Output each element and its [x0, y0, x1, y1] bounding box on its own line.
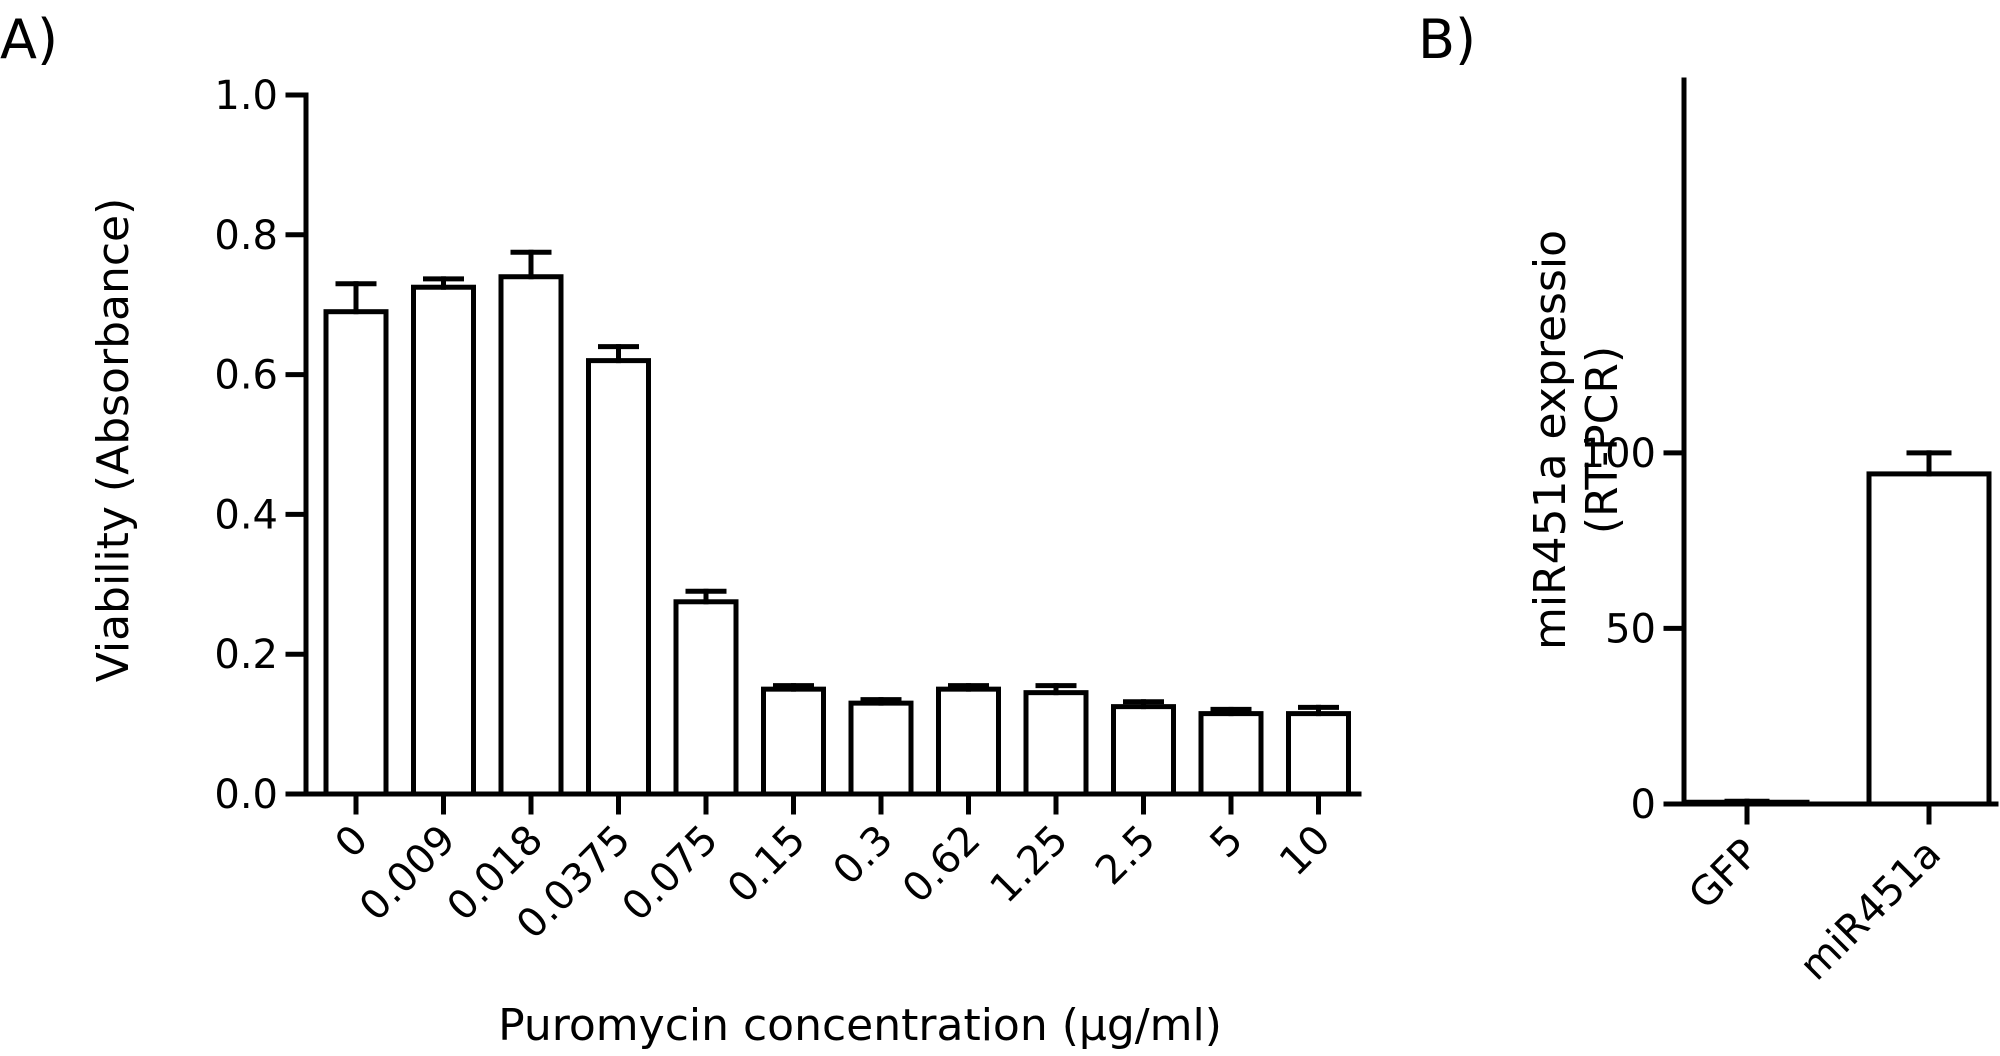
bar	[1198, 711, 1264, 797]
bar	[1023, 690, 1089, 797]
bar	[586, 358, 651, 797]
x-tick-label: 1.25	[982, 817, 1078, 913]
x-tick-label: 10	[1271, 817, 1340, 886]
x-tick-label: 0.62	[894, 817, 990, 913]
x-tick-label: GFP	[1680, 831, 1768, 919]
bar	[673, 599, 739, 797]
bar	[936, 686, 1001, 797]
panel-b-label: B)	[1418, 8, 1476, 71]
chart-b-expression: 0 50 100 GFP miR451a miR451a expressio (RT-PCR…	[1525, 77, 1999, 990]
bar	[1866, 471, 1992, 807]
y-tick-label: 0.8	[214, 213, 278, 259]
bar	[498, 274, 564, 797]
x-tick-label: 0	[327, 817, 378, 868]
x-tick-label: 2.5	[1087, 817, 1165, 895]
panel-a-label: A)	[0, 8, 58, 71]
bar	[848, 700, 914, 797]
x-tick-label: 0.009	[351, 817, 465, 931]
y-axis-title-line2: (RT-PCR)	[1577, 346, 1628, 534]
y-tick-label: 1.0	[214, 73, 278, 119]
bar	[323, 309, 389, 797]
y-tick-label: 0.4	[214, 492, 278, 538]
bar	[1286, 711, 1351, 797]
y-tick-label: 0.0	[214, 772, 278, 818]
x-tick-label: 0.075	[614, 817, 728, 931]
bar	[411, 284, 476, 797]
y-axis-title: miR451a expressio	[1525, 230, 1576, 650]
x-tick-label: 0.3	[825, 817, 903, 895]
bar	[1111, 704, 1176, 797]
bar	[761, 686, 826, 797]
y-tick-label: 0	[1631, 782, 1656, 828]
chart-a-viability: 0.00.20.40.60.81.000.0090.0180.03750.075…	[88, 73, 1362, 1051]
y-tick-label: 0.2	[214, 632, 278, 678]
y-tick-label: 50	[1605, 606, 1656, 652]
x-tick-label: 5	[1202, 817, 1253, 868]
y-axis-title: Viability (Absorbance)	[88, 198, 139, 683]
x-tick-label: 0.15	[719, 817, 815, 913]
y-tick-label: 0.6	[214, 353, 278, 399]
y-tick-label: 100	[1580, 431, 1656, 477]
x-axis-title: Puromycin concentration (µg/ml)	[498, 1000, 1222, 1051]
x-tick-label: miR451a	[1791, 831, 1950, 990]
